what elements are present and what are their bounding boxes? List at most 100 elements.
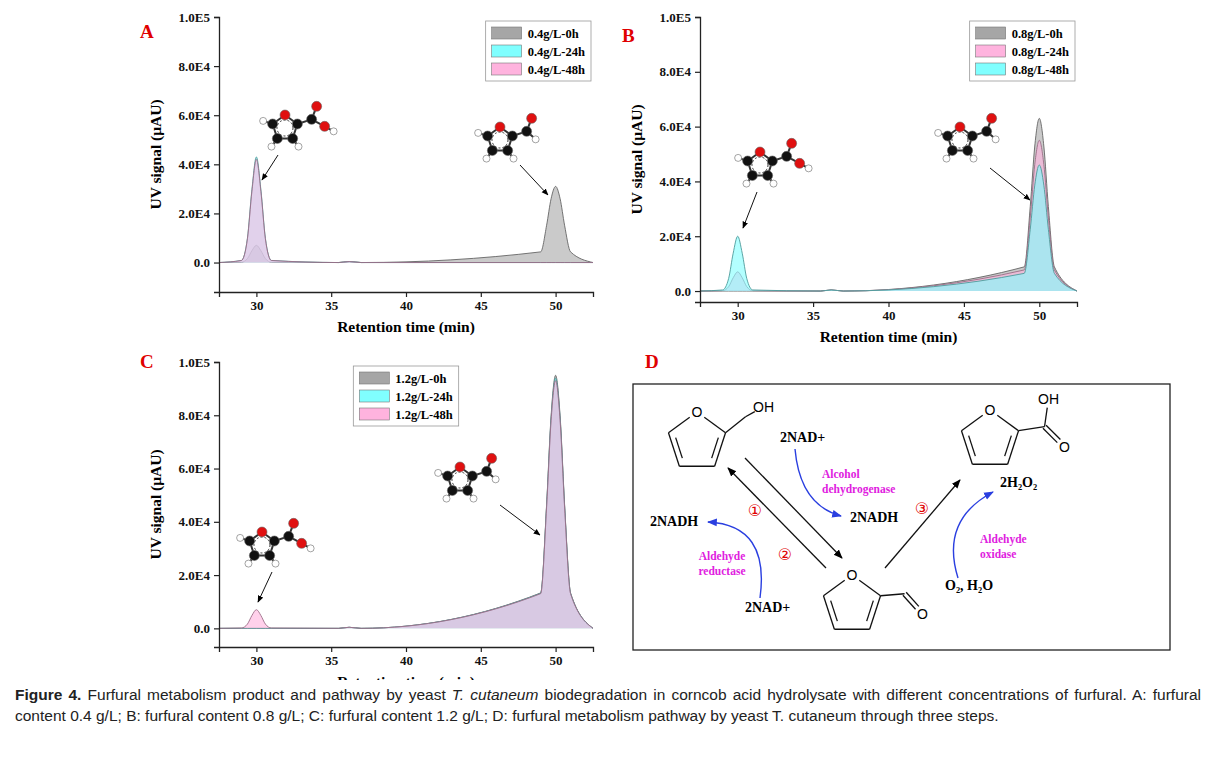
cofactor-label: 2NADH bbox=[850, 510, 898, 525]
icon-atom bbox=[747, 171, 757, 181]
y-tick-mark bbox=[695, 127, 700, 128]
icon-atom bbox=[482, 466, 492, 476]
y-axis-title: UV signal (μAU) bbox=[628, 104, 646, 214]
y-tick-mark bbox=[695, 181, 700, 182]
x-tick-label: 30 bbox=[732, 308, 745, 323]
x-tick: 45 bbox=[475, 292, 489, 313]
icon-atom bbox=[532, 136, 539, 143]
plot-area bbox=[219, 157, 593, 263]
plot-area bbox=[219, 375, 593, 628]
y-tick-label: 0.0 bbox=[194, 255, 210, 270]
step-number: ② bbox=[778, 545, 792, 564]
icon-atom bbox=[955, 122, 965, 132]
y-tick-label: 4.0E4 bbox=[179, 157, 211, 172]
legend-frame bbox=[353, 366, 458, 426]
legend-entry: 1.2g/L-48h bbox=[359, 408, 452, 422]
icon-atom bbox=[265, 551, 275, 561]
atom-label: O bbox=[917, 606, 928, 622]
x-axis-line bbox=[220, 293, 594, 298]
icon-atom bbox=[492, 476, 499, 483]
y-tick: 0.0 bbox=[675, 284, 700, 299]
cofactor-label: 2NAD+ bbox=[780, 430, 825, 445]
molecule-icon bbox=[237, 518, 315, 567]
icon-atom bbox=[330, 128, 337, 135]
plot-area bbox=[700, 118, 1077, 291]
icon-atom bbox=[982, 126, 992, 136]
x-tick-mark bbox=[331, 292, 332, 297]
x-tick: 30 bbox=[250, 647, 263, 668]
legend-frame bbox=[486, 21, 591, 81]
bond bbox=[1008, 431, 1019, 465]
bond bbox=[726, 417, 746, 433]
series-line bbox=[219, 378, 593, 628]
cofactor-label: 2NADH bbox=[650, 514, 698, 529]
series-line bbox=[219, 186, 593, 262]
icon-ring bbox=[952, 132, 968, 148]
y-tick-mark bbox=[695, 236, 700, 237]
legend-swatch bbox=[976, 27, 1006, 39]
molecule-icon bbox=[935, 113, 1000, 162]
x-tick-label: 45 bbox=[475, 653, 489, 668]
bond bbox=[1005, 436, 1012, 456]
y-tick-label: 0.0 bbox=[675, 284, 691, 299]
bond bbox=[668, 433, 679, 467]
x-tick: 50 bbox=[1033, 302, 1046, 323]
x-axis: 3035404550 bbox=[701, 302, 1078, 323]
legend-entry: 0.8g/L-0h bbox=[976, 27, 1063, 41]
y-axis-title: UV signal (μAU) bbox=[147, 449, 165, 559]
icon-atom bbox=[795, 158, 805, 168]
y-tick-label: 8.0E4 bbox=[179, 408, 211, 423]
bond bbox=[704, 417, 725, 432]
legend-swatch bbox=[976, 63, 1006, 75]
y-tick-label: 8.0E4 bbox=[179, 59, 211, 74]
icon-atom bbox=[487, 453, 497, 463]
icon-atom bbox=[967, 131, 977, 141]
icon-atom bbox=[312, 101, 322, 111]
y-tick-label: 2.0E4 bbox=[660, 229, 692, 244]
x-tick-label: 40 bbox=[400, 653, 413, 668]
icon-atom bbox=[320, 121, 330, 131]
atom-label: O bbox=[985, 402, 996, 418]
x-axis-line bbox=[220, 648, 594, 653]
series-area bbox=[700, 165, 1077, 291]
series-line bbox=[219, 159, 593, 262]
series-line bbox=[700, 165, 1077, 291]
x-tick-mark bbox=[555, 647, 556, 652]
x-tick-label: 50 bbox=[550, 653, 563, 668]
enzyme-label: oxidase bbox=[980, 548, 1016, 560]
x-tick-label: 50 bbox=[1033, 308, 1046, 323]
series-area bbox=[219, 378, 593, 628]
icon-atom bbox=[269, 536, 279, 546]
icon-atom bbox=[507, 131, 517, 141]
y-tick-label: 6.0E4 bbox=[660, 119, 692, 134]
icon-atom bbox=[288, 134, 298, 144]
icon-atom bbox=[272, 134, 282, 144]
series-area bbox=[219, 186, 593, 262]
bond bbox=[972, 464, 1007, 465]
legend-entry: 0.8g/L-24h bbox=[976, 45, 1069, 59]
icon-atom bbox=[755, 147, 765, 157]
x-tick-mark bbox=[813, 302, 814, 307]
enzyme-label: Aldehyde bbox=[980, 533, 1027, 546]
icon-atom bbox=[455, 462, 465, 472]
legend-entry: 0.8g/L-48h bbox=[976, 63, 1069, 77]
series-line bbox=[700, 140, 1077, 291]
cofactor-label: 2NAD+ bbox=[745, 600, 790, 615]
pointer-arrow bbox=[258, 572, 272, 602]
series-area bbox=[219, 375, 593, 628]
enzyme-label: dehydrogenase bbox=[822, 483, 895, 496]
bond bbox=[1046, 425, 1060, 439]
y-axis-title: UV signal (μAU) bbox=[147, 99, 165, 209]
structure: OO bbox=[823, 567, 928, 629]
icon-atom bbox=[992, 136, 999, 143]
y-tick: 8.0E4 bbox=[179, 408, 219, 423]
bond bbox=[867, 601, 874, 621]
y-tick-label: 1.0E5 bbox=[179, 355, 211, 370]
y-tick: 8.0E4 bbox=[660, 64, 700, 79]
y-tick-mark bbox=[214, 66, 219, 67]
icon-atom bbox=[735, 154, 742, 161]
x-tick: 30 bbox=[250, 292, 263, 313]
x-tick: 40 bbox=[883, 302, 896, 323]
x-tick-label: 45 bbox=[475, 298, 489, 313]
icon-atom bbox=[245, 560, 252, 567]
